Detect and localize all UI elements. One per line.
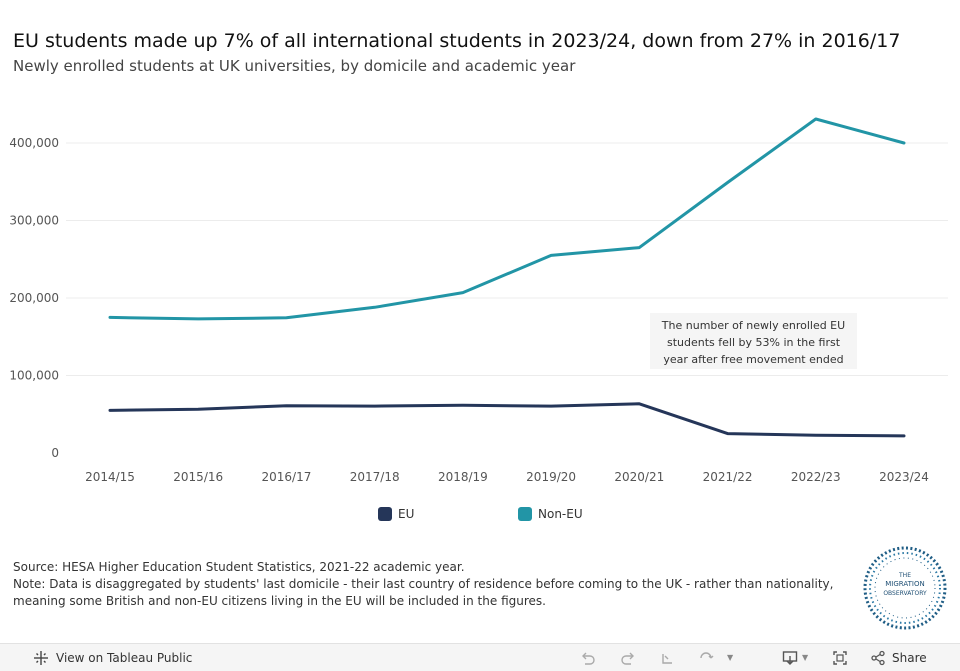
y-tick-label-1: 100,000	[9, 369, 59, 383]
revert-icon[interactable]	[660, 650, 676, 666]
share-icon	[871, 650, 885, 666]
point-non-eu-4[interactable]	[458, 288, 468, 298]
x-tick-label-2: 2016/17	[262, 470, 312, 484]
share-label: Share	[892, 651, 927, 665]
point-eu-9[interactable]	[899, 431, 909, 441]
y-tick-label-0: 0	[51, 446, 59, 460]
view-on-tableau-button[interactable]: View on Tableau Public	[33, 650, 192, 666]
legend-swatch-eu	[378, 507, 392, 521]
legend-swatch-non-eu	[518, 507, 532, 521]
view-on-tableau-label: View on Tableau Public	[56, 651, 193, 665]
point-non-eu-1[interactable]	[193, 314, 203, 324]
share-button[interactable]: Share	[870, 650, 927, 666]
series-line-eu[interactable]	[108, 402, 906, 438]
x-tick-label-5: 2019/20	[526, 470, 576, 484]
point-eu-7[interactable]	[723, 429, 733, 439]
logo-line-3: OBSERVATORY	[883, 590, 927, 597]
logo-line-2: MIGRATION	[885, 580, 924, 588]
legend-label-non-eu: Non-EU	[538, 507, 583, 521]
point-non-eu-3[interactable]	[370, 302, 380, 312]
tableau-icon	[34, 651, 48, 665]
y-tick-label-4: 400,000	[9, 136, 59, 150]
legend-label-eu: EU	[398, 507, 415, 521]
refresh-caret-icon[interactable]: ▼	[727, 653, 734, 662]
point-non-eu-7[interactable]	[723, 178, 733, 188]
redo-icon[interactable]	[620, 650, 636, 666]
y-tick-label-2: 200,000	[9, 291, 59, 305]
chart-annotation: The number of newly enrolled EU students…	[650, 313, 857, 369]
legend-item-non-eu[interactable]: Non-EU	[518, 507, 583, 521]
x-tick-label-0: 2014/15	[85, 470, 135, 484]
point-eu-8[interactable]	[811, 430, 821, 440]
point-eu-1[interactable]	[193, 404, 203, 414]
note-text: Note: Data is disaggregated by students'…	[13, 577, 834, 608]
point-eu-0[interactable]	[105, 405, 115, 415]
logo-icon: THE MIGRATION OBSERVATORY	[863, 546, 947, 630]
download-icon[interactable]	[782, 650, 798, 666]
x-tick-label-3: 2017/18	[350, 470, 400, 484]
x-tick-label-6: 2020/21	[614, 470, 664, 484]
source-text: Source: HESA Higher Education Student St…	[13, 560, 465, 574]
x-tick-label-9: 2023/24	[879, 470, 929, 484]
series-layer	[105, 114, 909, 441]
download-caret-icon[interactable]: ▼	[802, 653, 809, 662]
undo-icon[interactable]	[580, 650, 596, 666]
logo-line-1: THE	[898, 572, 911, 579]
x-tick-label-4: 2018/19	[438, 470, 488, 484]
point-non-eu-5[interactable]	[546, 250, 556, 260]
x-tick-label-8: 2022/23	[791, 470, 841, 484]
chart-subtitle: Newly enrolled students at UK universiti…	[13, 57, 576, 75]
series-line-non-eu[interactable]	[108, 117, 906, 321]
legend-item-eu[interactable]: EU	[378, 507, 414, 521]
point-non-eu-0[interactable]	[105, 312, 115, 322]
x-axis: 2014/15 2015/16 2016/17 2017/18 2018/19 2019/…	[85, 470, 929, 484]
migration-observatory-logo: THE MIGRATION OBSERVATORY	[862, 545, 948, 631]
y-axis: 0 100,000 200,000 300,000 400,000	[9, 136, 59, 460]
x-tick-label-7: 2021/22	[703, 470, 753, 484]
y-tick-label-3: 300,000	[9, 214, 59, 228]
tableau-toolbar: View on Tableau Public ▼ ▼ Share	[0, 643, 960, 671]
point-non-eu-8[interactable]	[811, 114, 821, 124]
chart-title: EU students made up 7% of all internatio…	[13, 30, 901, 52]
point-eu-4[interactable]	[458, 400, 468, 410]
grid-layer	[66, 142, 948, 376]
point-non-eu-2[interactable]	[281, 313, 291, 323]
point-eu-2[interactable]	[281, 401, 291, 411]
point-eu-6[interactable]	[634, 399, 644, 409]
fullscreen-icon[interactable]	[832, 650, 848, 666]
point-eu-5[interactable]	[546, 401, 556, 411]
point-non-eu-6[interactable]	[634, 243, 644, 253]
x-tick-label-1: 2015/16	[173, 470, 223, 484]
point-eu-3[interactable]	[370, 401, 380, 411]
refresh-icon[interactable]	[698, 650, 714, 666]
point-non-eu-9[interactable]	[899, 138, 909, 148]
